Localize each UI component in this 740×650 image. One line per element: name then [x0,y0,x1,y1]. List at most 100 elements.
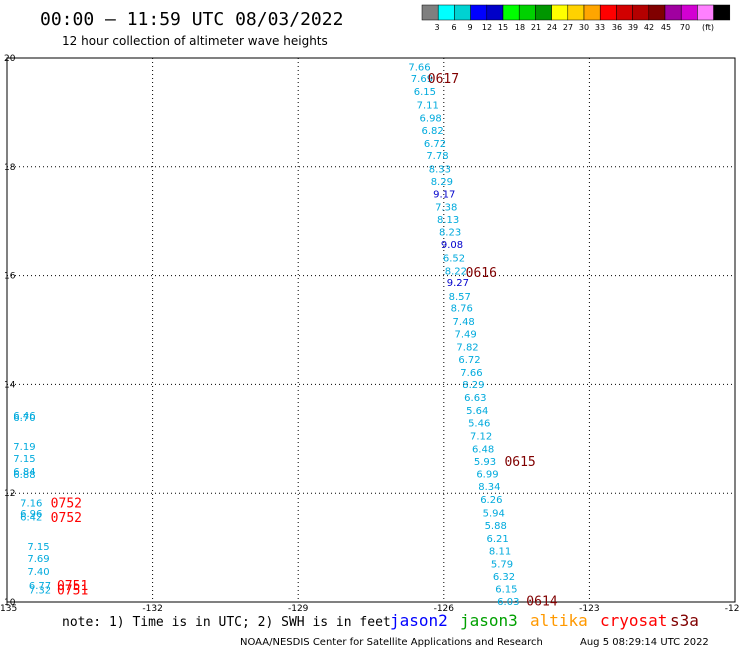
wave-height-label: 7.82 [456,342,478,353]
wave-height-label: 7.48 [453,317,475,328]
wave-height-label: 5.64 [466,406,488,417]
footer-timestamp: Aug 5 08:29:14 UTC 2022 [580,637,709,648]
wave-height-label: 6.96 [20,509,42,520]
wave-height-label: 6.82 [421,126,443,137]
wave-height-label: 6.48 [472,445,494,456]
wave-height-values: 7.667.696.157.116.986.826.727.788.338.29… [13,63,519,608]
x-tick-label: -129 [288,604,309,614]
wave-height-label: 7.19 [13,442,35,453]
wave-height-label: 9.17 [433,190,455,201]
colorbar-label: 33 [595,23,605,32]
colorbar-swatch [664,4,682,21]
wave-height-label: 6.72 [424,139,446,150]
colorbar-swatch [437,4,455,21]
wave-height-label: 7.49 [454,329,476,340]
wave-height-label: 7.40 [27,567,49,578]
wave-height-label: 8.33 [429,164,451,175]
colorbar-swatch [421,4,439,21]
wave-height-label: 8.11 [489,546,511,557]
wave-height-label: 7.66 [408,63,430,74]
pass-time-label: 0614 [526,594,557,609]
colorbar-unit: (ft) [702,23,714,32]
mission-label-altika: altika [530,611,588,630]
y-tick-labels: 20 18 16 14 12 10 [4,54,16,608]
colorbar-label: 39 [628,23,638,32]
wave-height-label: 9.27 [447,278,469,289]
y-tick-label: 20 [4,54,16,64]
wave-height-label: 7.78 [426,151,448,162]
x-tick-label: -120 [725,604,740,614]
colorbar-label: 21 [531,23,541,32]
wave-height-label: 6.42 [20,513,42,524]
footer-credit: NOAA/NESDIS Center for Satellite Applica… [240,637,543,648]
wave-height-label: 6.32 [493,572,515,583]
pass-time-label: 0751 [57,584,88,599]
colorbar-label: 12 [482,23,492,32]
wave-height-label: 6.03 [497,597,519,608]
pass-time-label: 0752 [51,511,82,526]
x-tick-label: -126 [434,604,455,614]
colorbar-swatch [616,4,633,21]
wave-height-label: 8.76 [451,304,473,315]
gridlines [7,58,735,602]
wave-height-label: 7.15 [13,454,35,465]
wave-height-label: 6.88 [13,470,35,481]
colorbar-swatch [583,4,601,21]
note-text: note: 1) Time is in UTC; 2) SWH is in fe… [62,615,391,630]
wave-height-label: 6.15 [495,584,517,595]
wave-height-label: 7.32 [29,586,51,597]
wave-height-label: 6.98 [420,113,442,124]
wave-height-label: 8.29 [431,177,453,188]
plot-frame [6,57,736,603]
wave-height-label: 5.46 [468,419,490,430]
wave-height-label: 8.23 [439,228,461,239]
y-tick-label: 12 [4,489,15,499]
y-tick-label: 14 [4,380,16,390]
colorbar-swatch [518,4,536,21]
wave-height-label: 6.52 [443,254,465,265]
pass-time-label: 0615 [504,455,535,470]
wave-height-label: 8.29 [462,380,484,391]
y-tick-label: 10 [4,598,16,608]
wave-height-label: 7.16 [20,498,42,509]
colorbar-label: 6 [451,23,456,32]
y-tick-label: 16 [4,272,16,282]
colorbar-label: 70 [680,23,690,32]
colorbar-label: 18 [515,23,525,32]
wave-height-label: 7.69 [27,554,49,565]
colorbar-label: 15 [498,23,508,32]
colorbar-swatch [713,4,731,21]
wave-height-label: 6.21 [487,534,509,545]
wave-height-label: 8.34 [478,482,500,493]
mission-label-s3a: s3a [670,611,699,630]
wave-height-label: 8.22 [445,267,467,278]
wave-height-label: 6.84 [13,467,35,478]
colorbar-label: 45 [661,23,671,32]
wave-height-label: 6.77 [29,581,51,592]
mission-label-cryosat: cryosat [600,611,667,630]
colorbar-swatch [502,4,520,21]
pass-time-label: 0616 [466,266,497,281]
colorbar-label: 30 [579,23,589,32]
mission-label-jason2: jason2 [390,611,448,630]
wave-height-label: 6.99 [476,470,498,481]
wave-height-label: 6.70 [13,413,35,424]
wave-height-label: 8.13 [437,215,459,226]
wave-height-label: 7.69 [411,74,433,85]
colorbar-swatch [486,4,504,21]
colorbar-swatch [648,4,666,21]
colorbar-swatch [551,4,569,21]
chart-subtitle: 12 hour collection of altimeter wave hei… [62,34,328,48]
chart-title: 00:00 – 11:59 UTC 08/03/2022 [40,9,343,30]
wave-height-label: 5.94 [483,508,505,519]
colorbar-label: 27 [563,23,573,32]
colorbar-swatch [680,4,698,21]
colorbar-swatch [632,4,650,21]
colorbar-legend: 3 6 9 12 15 18 21 24 27 30 33 36 39 42 45 70 (ft) [421,4,731,32]
wave-height-label: 6.46 [13,411,35,422]
colorbar-label: 24 [547,23,557,32]
mission-legend: jason2 jason3 altika cryosat s3a [390,611,699,630]
wave-height-label: 5.88 [485,521,507,532]
